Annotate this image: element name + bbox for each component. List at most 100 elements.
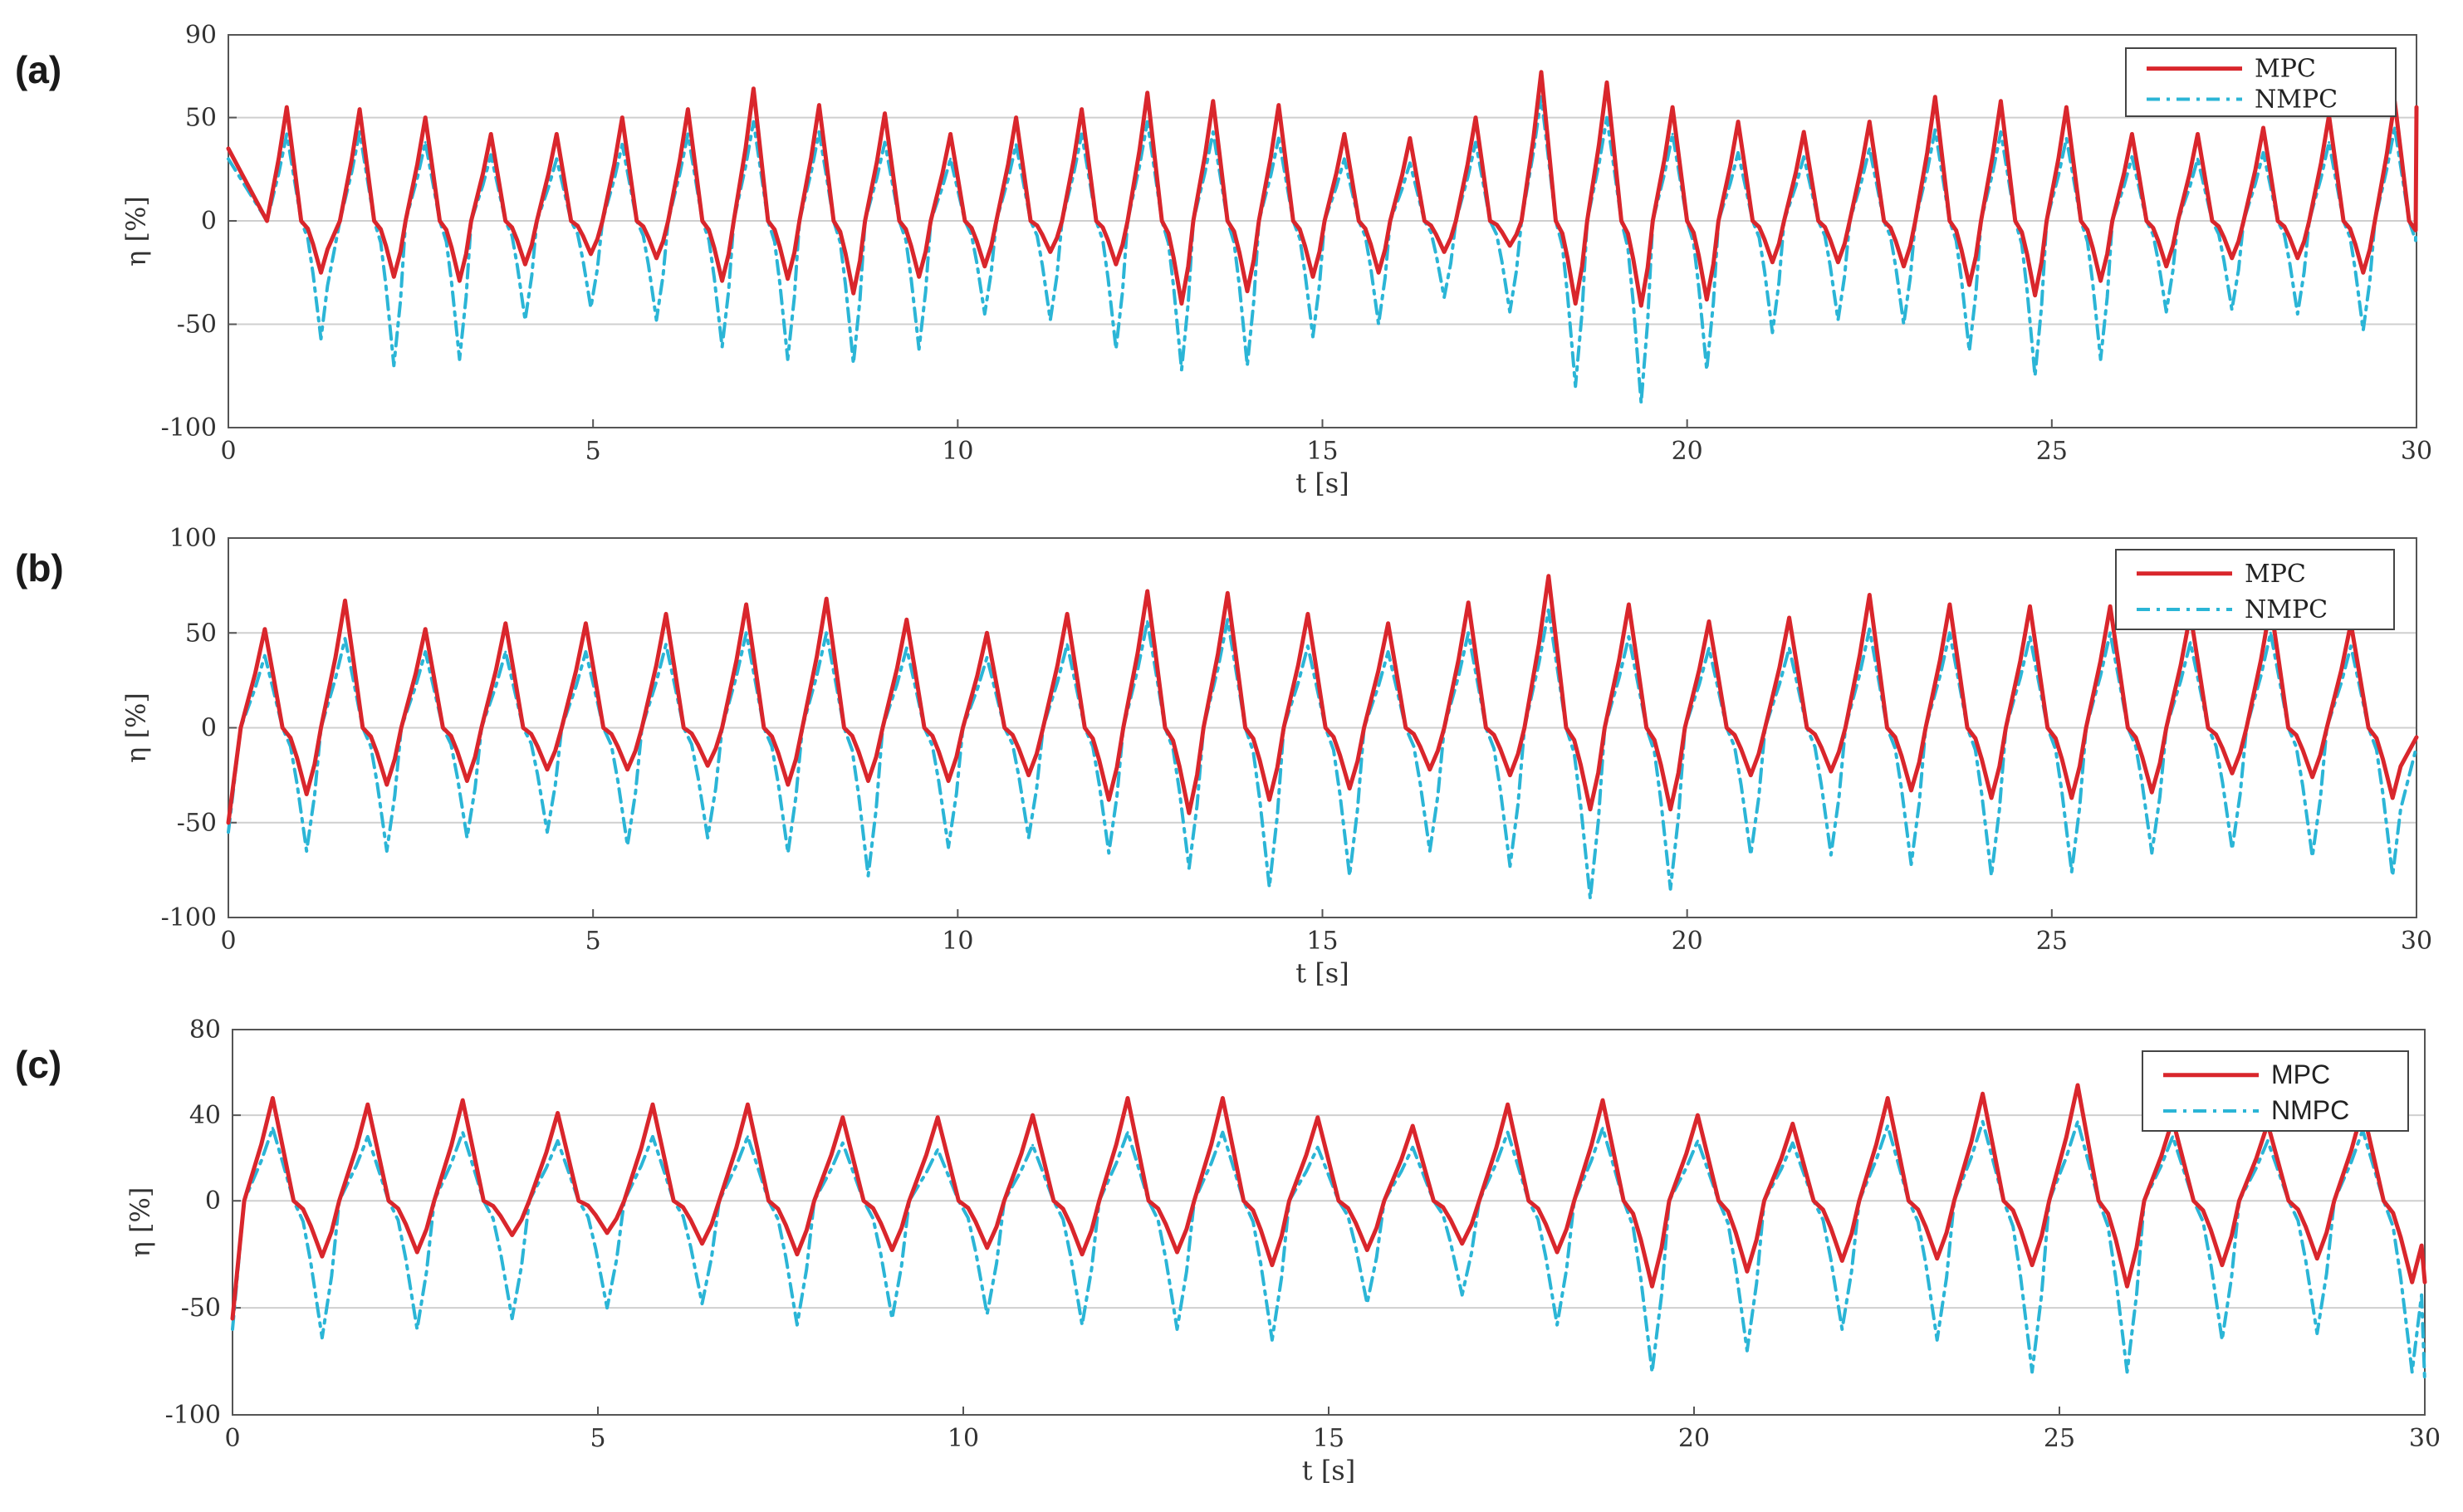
data-point-nmpc: [664, 643, 668, 646]
data-point-nmpc: [424, 140, 427, 144]
data-point-nmpc: [1948, 631, 1951, 634]
data-point-nmpc: [424, 650, 427, 653]
data-point-mpc: [2130, 132, 2133, 135]
x-tick-label: 5: [585, 437, 601, 466]
data-point-nmpc: [1387, 650, 1390, 653]
data-point-nmpc: [746, 1135, 749, 1138]
legend-label-nmpc: NMPC: [2245, 595, 2328, 624]
data-point-nmpc: [344, 637, 347, 640]
x-tick-label: 10: [942, 437, 973, 466]
data-point-mpc: [1999, 100, 2002, 103]
data-point-nmpc: [2028, 635, 2031, 639]
data-point-nmpc: [1467, 631, 1470, 634]
data-point-mpc: [985, 631, 988, 634]
x-tick-label: 20: [1672, 437, 1703, 466]
data-point-mpc: [344, 599, 347, 602]
data-point-nmpc: [556, 1139, 560, 1143]
data-point-nmpc: [1408, 161, 1412, 164]
data-point-nmpc: [2266, 1139, 2270, 1143]
data-point-nmpc: [2262, 151, 2265, 154]
series-line-nmpc: [227, 95, 2418, 405]
data-point-mpc: [651, 1103, 654, 1106]
data-point-mpc: [1506, 1103, 1510, 1106]
data-point-mpc: [1868, 120, 1871, 124]
data-point-mpc: [1788, 616, 1791, 619]
x-tick-label: 30: [2401, 927, 2432, 956]
panel-label: (a): [15, 48, 61, 91]
data-point-mpc: [1791, 1122, 1795, 1125]
x-tick-label: 5: [585, 927, 601, 956]
data-point-mpc: [1126, 1096, 1129, 1099]
data-point-mpc: [2262, 126, 2265, 130]
x-axis-label: t [s]: [1295, 957, 1349, 989]
series-line-nmpc: [227, 608, 2418, 901]
data-point-mpc: [1933, 95, 1937, 99]
data-point-nmpc: [1316, 1146, 1320, 1149]
x-tick-label: 10: [947, 1424, 979, 1453]
data-point-nmpc: [461, 1131, 464, 1134]
data-point-mpc: [556, 1112, 560, 1115]
data-point-mpc: [1467, 601, 1470, 604]
legend-box: [2115, 549, 2395, 630]
x-tick-label: 15: [1306, 437, 1338, 466]
data-point-nmpc: [1343, 157, 1346, 160]
data-point-mpc: [1671, 105, 1674, 109]
x-tick-label: 10: [942, 927, 973, 956]
data-point-nmpc: [1306, 644, 1310, 648]
data-point-nmpc: [1212, 130, 1215, 134]
series-line-mpc: [226, 70, 2419, 308]
series-line-mpc: [226, 574, 2419, 825]
data-point-mpc: [1540, 71, 1543, 74]
x-tick-label: 0: [220, 927, 236, 956]
legend-label-mpc: MPC: [2255, 55, 2316, 84]
data-point-mpc: [584, 622, 587, 625]
data-point-nmpc: [2171, 1135, 2174, 1138]
x-axis-label: t [s]: [1302, 1455, 1355, 1486]
data-point-nmpc: [1868, 628, 1871, 631]
data-point-mpc: [664, 612, 668, 615]
data-point-nmpc: [1933, 129, 1937, 132]
x-tick-label: 25: [2036, 927, 2068, 956]
data-point-mpc: [1343, 132, 1346, 135]
panel-label: (c): [15, 1043, 61, 1086]
data-point-nmpc: [504, 650, 507, 653]
data-point-nmpc: [1999, 130, 2002, 134]
data-point-mpc: [1707, 620, 1711, 624]
data-point-mpc: [1306, 612, 1310, 615]
data-point-nmpc: [686, 132, 689, 135]
data-point-mpc: [461, 1099, 464, 1102]
data-point-nmpc: [905, 647, 908, 650]
legend-label-mpc: MPC: [2271, 1059, 2330, 1089]
data-point-nmpc: [2108, 631, 2112, 634]
data-point-mpc: [1408, 136, 1412, 139]
y-axis-label: η [%]: [125, 1187, 156, 1258]
data-point-mpc: [555, 132, 558, 135]
x-tick-label: 15: [1306, 927, 1338, 956]
data-point-nmpc: [1627, 635, 1630, 639]
x-tick-label: 20: [1678, 1424, 1710, 1453]
x-tick-label: 5: [590, 1424, 605, 1453]
data-point-nmpc: [1065, 643, 1069, 646]
data-point-mpc: [936, 1116, 939, 1119]
y-tick-label: 100: [169, 524, 217, 553]
data-point-nmpc: [1707, 647, 1711, 650]
data-point-mpc: [1146, 590, 1149, 593]
x-tick-label: 30: [2409, 1424, 2441, 1453]
data-point-nmpc: [1277, 136, 1280, 139]
x-tick-label: 25: [2044, 1424, 2075, 1453]
data-point-nmpc: [1015, 143, 1018, 146]
data-point-mpc: [1736, 120, 1740, 124]
data-point-mpc: [1226, 591, 1229, 595]
data-point-mpc: [1474, 116, 1477, 120]
data-point-nmpc: [817, 130, 820, 134]
data-point-nmpc: [1146, 620, 1149, 624]
data-point-nmpc: [1506, 1131, 1510, 1134]
panel-label: (b): [15, 546, 64, 590]
data-point-nmpc: [1981, 1120, 1985, 1123]
y-tick-label: -100: [161, 413, 217, 443]
x-tick-label: 0: [220, 437, 236, 466]
y-tick-label: 50: [185, 104, 217, 133]
data-point-mpc: [841, 1116, 845, 1119]
data-point-mpc: [1221, 1096, 1224, 1099]
